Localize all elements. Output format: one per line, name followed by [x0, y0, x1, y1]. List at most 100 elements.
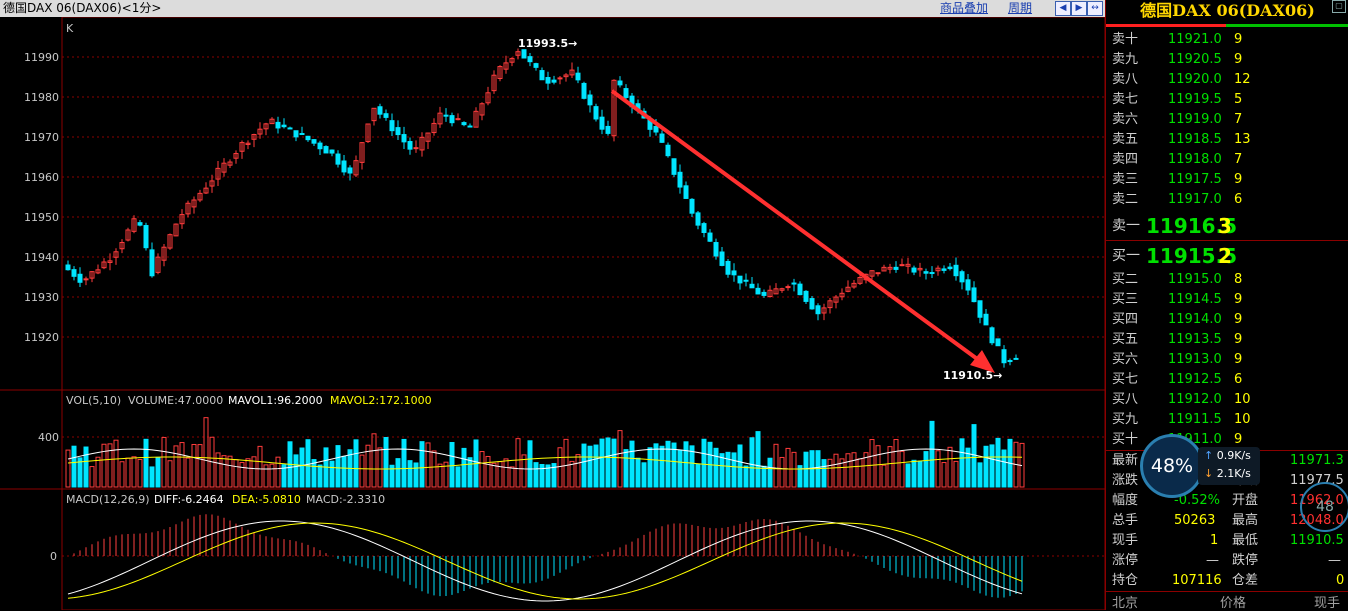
kline-label: K	[66, 22, 74, 35]
volume-bar	[743, 465, 749, 488]
candle-body	[713, 242, 719, 257]
bid-row: 买八 11912.0 10	[1106, 390, 1348, 410]
candle-body	[605, 125, 611, 134]
ask-price: 11919.0	[1168, 112, 1222, 127]
macd-legend-diff: DIFF:-6.2464	[154, 493, 224, 506]
candle-body	[95, 269, 101, 274]
ask-row: 卖十 11921.0 9	[1106, 30, 1348, 50]
candle-body	[1007, 360, 1013, 363]
bid-qty: 9	[1234, 432, 1243, 447]
volume-bar	[83, 446, 89, 488]
volume-bar	[911, 459, 917, 488]
volume-bar	[155, 457, 161, 488]
bid1-qty: 2	[1218, 244, 1232, 268]
volume-bar	[65, 449, 71, 488]
period-link[interactable]: 周期	[1008, 1, 1033, 15]
amplitude-value: -0.52%	[1174, 493, 1220, 508]
panel-title: 德国DAX 06(DAX06)	[1140, 1, 1315, 20]
volume-bar	[353, 439, 359, 488]
candle-body	[509, 58, 515, 63]
volume-bar	[617, 430, 623, 488]
volume-bar	[989, 444, 995, 488]
ask1-price: 11916.5	[1146, 214, 1238, 238]
scroll-right-button[interactable]: ▶	[1071, 1, 1087, 16]
mavol2-line	[67, 456, 1023, 470]
volume-bar	[611, 438, 617, 488]
network-gauge-small[interactable]: 48	[1300, 482, 1348, 532]
volume-bar	[239, 462, 245, 488]
ask-price: 11920.5	[1168, 52, 1222, 67]
volume-bar	[563, 438, 569, 488]
volume-bar	[971, 424, 977, 488]
volume-bar	[161, 436, 167, 488]
overlay-link[interactable]: 商品叠加	[940, 1, 989, 15]
volume-bar	[719, 453, 725, 488]
volume-bar	[683, 441, 689, 488]
kline-y-tick: 11920	[24, 331, 59, 344]
volume-bar	[641, 462, 647, 488]
candle-body	[941, 268, 947, 271]
volume-bar	[653, 443, 659, 488]
candle-body	[779, 288, 785, 291]
candle-body	[611, 79, 617, 137]
kline-y-tick: 11960	[24, 171, 59, 184]
ask-price: 11918.0	[1168, 152, 1222, 167]
volume-bar	[953, 460, 959, 488]
volume-bar	[749, 437, 755, 488]
volume-bar	[1001, 449, 1007, 488]
zoom-button[interactable]: ↔	[1087, 1, 1103, 16]
candle-body	[179, 214, 185, 225]
total-volume: 50263	[1174, 513, 1216, 528]
volume-bar	[341, 455, 347, 488]
volume-bar	[203, 417, 209, 488]
bid-qty: 6	[1234, 372, 1243, 387]
ask-bid-divider	[1106, 240, 1348, 241]
bid-price: 11914.5	[1168, 292, 1222, 307]
candle-body	[401, 134, 407, 143]
volume-bar	[371, 433, 377, 488]
volume-bar	[479, 451, 485, 488]
candle-body	[293, 130, 299, 138]
volume-y-tick: 400	[38, 431, 59, 444]
panel-restore-icon[interactable]: ▢	[1332, 0, 1346, 13]
volume-bar	[95, 456, 101, 488]
volume-bar	[737, 444, 743, 488]
footer-col-hand: 现手	[1314, 596, 1341, 611]
volume-bar	[275, 456, 281, 488]
bid-row: 买五 11913.5 9	[1106, 330, 1348, 350]
network-gauge[interactable]: 48%	[1140, 434, 1204, 498]
candle-body	[551, 79, 557, 83]
candle-body	[281, 124, 287, 128]
volume-bar	[941, 462, 947, 488]
ask-qty: 7	[1234, 152, 1243, 167]
candle-body	[359, 142, 365, 163]
candle-body	[221, 162, 227, 173]
candle-body	[851, 282, 857, 288]
candle-body	[659, 133, 665, 143]
volume-bar	[335, 445, 341, 488]
candle-body	[977, 300, 983, 318]
ask-qty: 9	[1234, 52, 1243, 67]
volume-legend-volume: VOLUME:47.0000	[128, 394, 223, 407]
volume-bar	[89, 466, 95, 488]
candle-body	[329, 149, 335, 154]
candle-body	[107, 260, 113, 263]
volume-bar	[395, 458, 401, 488]
chart-canvas[interactable]: 11990 11980 11970 11960 11950 11940 11930 11920…	[0, 17, 1105, 610]
volume-bar	[599, 438, 605, 488]
candle-body	[617, 80, 623, 86]
volume-bar	[785, 447, 791, 488]
candle-body	[203, 187, 209, 194]
candle-body	[185, 202, 191, 215]
kline-y-tick: 11930	[24, 291, 59, 304]
low-annotation: 11910.5→	[943, 369, 1002, 382]
candle-body	[893, 266, 899, 270]
candle-body	[425, 132, 431, 142]
trend-arrow-line	[610, 89, 982, 363]
scroll-left-button[interactable]: ◀	[1055, 1, 1071, 16]
volume-bar	[329, 460, 335, 488]
ask-row: 卖四 11918.0 7	[1106, 150, 1348, 170]
volume-bar	[149, 466, 155, 488]
bid-row: 买三 11914.5 9	[1106, 290, 1348, 310]
volume-bar	[221, 455, 227, 488]
